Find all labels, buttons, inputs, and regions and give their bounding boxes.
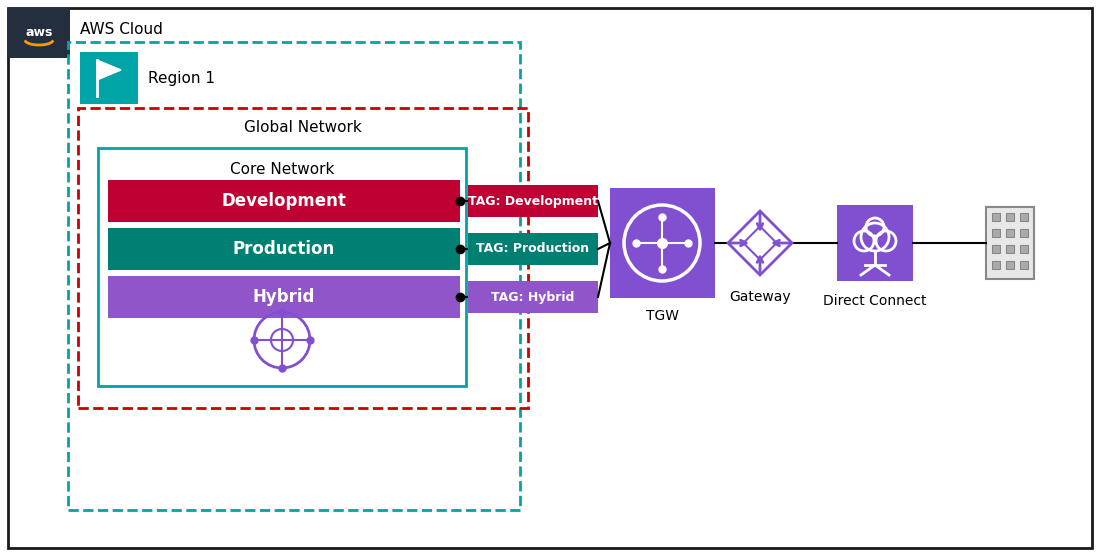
Text: Core Network: Core Network [230, 162, 334, 177]
FancyBboxPatch shape [1020, 245, 1028, 253]
Text: Direct Connect: Direct Connect [823, 294, 926, 308]
FancyBboxPatch shape [468, 185, 598, 217]
FancyBboxPatch shape [80, 52, 138, 104]
Text: TAG: Production: TAG: Production [476, 242, 590, 256]
FancyBboxPatch shape [1006, 229, 1014, 237]
Text: TAG: Hybrid: TAG: Hybrid [492, 290, 574, 304]
FancyBboxPatch shape [986, 207, 1034, 279]
Text: Gateway: Gateway [729, 290, 791, 304]
Text: Global Network: Global Network [244, 121, 362, 136]
FancyBboxPatch shape [1006, 261, 1014, 269]
FancyBboxPatch shape [1006, 213, 1014, 221]
FancyBboxPatch shape [108, 228, 460, 270]
FancyBboxPatch shape [992, 229, 1000, 237]
FancyBboxPatch shape [108, 276, 460, 318]
FancyBboxPatch shape [1020, 229, 1028, 237]
FancyBboxPatch shape [1020, 261, 1028, 269]
Text: aws: aws [25, 27, 53, 39]
FancyBboxPatch shape [992, 261, 1000, 269]
Polygon shape [97, 60, 121, 80]
FancyBboxPatch shape [837, 205, 913, 281]
FancyBboxPatch shape [8, 8, 1092, 548]
FancyBboxPatch shape [1006, 245, 1014, 253]
FancyBboxPatch shape [992, 213, 1000, 221]
Text: Region 1: Region 1 [148, 71, 214, 86]
Text: AWS Cloud: AWS Cloud [80, 22, 163, 37]
FancyBboxPatch shape [8, 8, 70, 58]
FancyBboxPatch shape [610, 188, 715, 298]
Text: TAG: Development: TAG: Development [468, 195, 598, 207]
FancyBboxPatch shape [468, 233, 598, 265]
FancyBboxPatch shape [468, 281, 598, 313]
FancyBboxPatch shape [98, 148, 466, 386]
Text: Development: Development [221, 192, 346, 210]
FancyBboxPatch shape [1020, 213, 1028, 221]
Text: TGW: TGW [646, 309, 679, 323]
FancyBboxPatch shape [992, 245, 1000, 253]
Text: Production: Production [233, 240, 336, 258]
Text: Hybrid: Hybrid [253, 288, 316, 306]
FancyBboxPatch shape [108, 180, 460, 222]
